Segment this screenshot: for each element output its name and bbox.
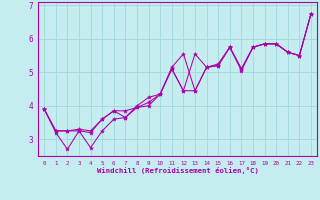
X-axis label: Windchill (Refroidissement éolien,°C): Windchill (Refroidissement éolien,°C) xyxy=(97,167,259,174)
